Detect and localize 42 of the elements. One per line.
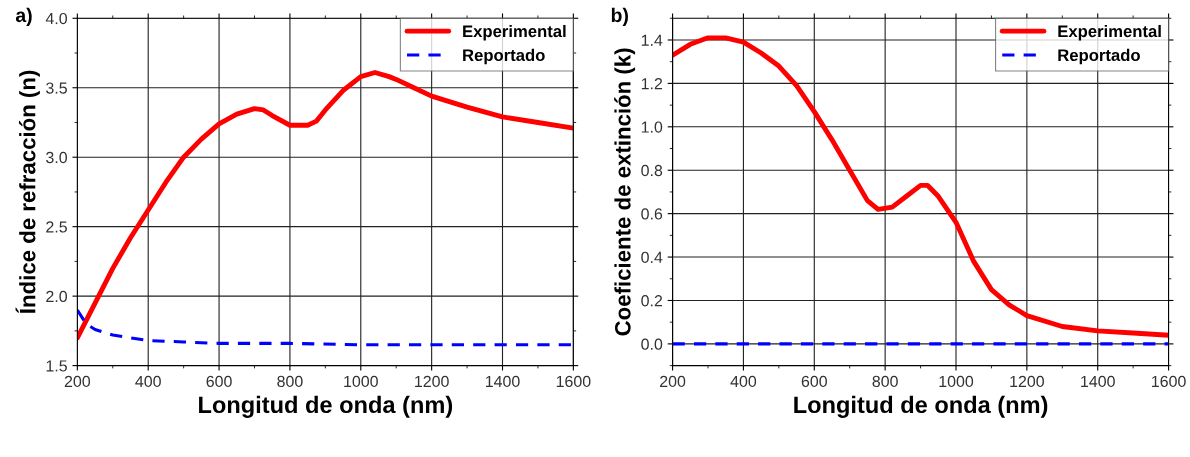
y-tick-label: 0.4 (641, 251, 663, 264)
y-tick-label: 3.0 (46, 151, 68, 164)
legend-label: Reportado (1058, 48, 1140, 65)
x-tick-label: 1400 (1081, 375, 1115, 388)
x-tick-label: 200 (660, 375, 686, 388)
x-tick-label: 400 (730, 375, 757, 388)
x-axis-title: Longitud de onda (nm) (794, 395, 1048, 418)
line-series (77, 70, 574, 341)
y-axis-title: Índice de refracción (n) (15, 70, 40, 314)
y-tick-label: 3.5 (46, 82, 67, 94)
y-tick-label: 0.8 (641, 164, 663, 177)
x-tick-label: 200 (64, 375, 91, 388)
chart-title: b) (611, 7, 628, 26)
y-axis-title: Coeficiente de extinción (k) (614, 48, 636, 336)
y-tick-label: 1.2 (641, 78, 663, 90)
x-tick-label: 800 (872, 375, 898, 388)
y-tick-label: 1.4 (641, 34, 663, 46)
legend-label: Experimental (463, 24, 566, 41)
y-tick-label: 2.5 (46, 221, 67, 233)
line-series (77, 308, 574, 347)
legend-label: Reportado (463, 48, 545, 65)
y-tick-label: 2.0 (46, 290, 68, 303)
x-tick-label: 1400 (485, 375, 520, 388)
y-tick-label: 0.6 (641, 208, 663, 220)
x-tick-label: 1000 (939, 375, 974, 388)
y-tick-label: 0.2 (641, 295, 663, 307)
y-tick-label: 0.0 (641, 338, 663, 350)
x-tick-label: 1600 (556, 375, 591, 388)
x-tick-label: 600 (206, 375, 232, 388)
x-tick-label: 400 (135, 375, 161, 388)
chart-title: a) (15, 7, 32, 26)
x-tick-label: 1000 (344, 375, 378, 388)
y-tick-label: 1.0 (641, 121, 663, 133)
x-tick-label: 1200 (1010, 375, 1044, 388)
y-tick-label: 1.5 (46, 360, 67, 372)
x-axis-title: Longitud de onda (nm) (199, 395, 453, 418)
x-tick-label: 1200 (415, 375, 449, 388)
x-tick-label: 600 (801, 375, 827, 388)
x-tick-label: 1600 (1152, 375, 1186, 388)
legend-label: Experimental (1058, 24, 1161, 41)
x-tick-label: 800 (277, 375, 303, 388)
y-tick-label: 4.0 (45, 12, 68, 25)
